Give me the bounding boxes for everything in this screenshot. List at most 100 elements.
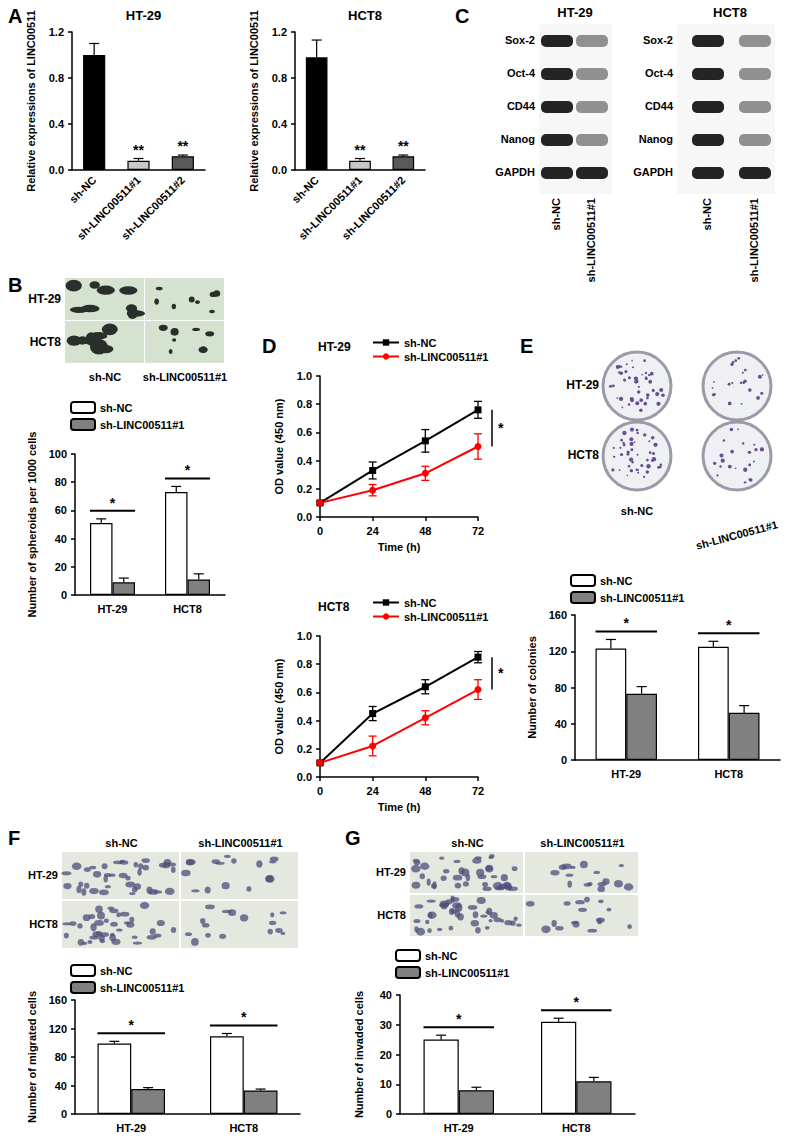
svg-text:0.8: 0.8 [297, 658, 312, 670]
svg-text:HT-29: HT-29 [566, 378, 599, 392]
svg-text:160: 160 [549, 609, 567, 621]
svg-text:20: 20 [380, 1049, 392, 1061]
svg-text:HCT8: HCT8 [562, 1122, 591, 1134]
svg-text:*: * [574, 994, 580, 1010]
svg-text:HT-29: HT-29 [376, 866, 406, 878]
svg-text:E: E [520, 335, 533, 357]
svg-text:sh-NC: sh-NC [425, 950, 457, 962]
svg-text:sh-LINC00511#1: sh-LINC00511#1 [143, 371, 227, 383]
svg-text:HT-29: HT-29 [126, 8, 161, 23]
svg-text:HT-29: HT-29 [557, 5, 592, 20]
svg-text:Number of invaded cells: Number of invaded cells [353, 991, 365, 1118]
svg-text:sh-NC: sh-NC [100, 965, 132, 977]
svg-text:20: 20 [55, 561, 67, 573]
svg-text:sh-LINC00511#1: sh-LINC00511#1 [600, 592, 684, 604]
svg-text:sh-NC: sh-NC [451, 837, 483, 849]
svg-text:HCT8: HCT8 [30, 335, 62, 349]
svg-text:0.2: 0.2 [297, 743, 312, 755]
svg-text:24: 24 [367, 525, 380, 537]
svg-text:100: 100 [49, 448, 67, 460]
svg-text:sh-NC: sh-NC [404, 337, 436, 349]
svg-text:Oct-4: Oct-4 [645, 67, 674, 79]
svg-text:HCT8: HCT8 [318, 600, 350, 614]
svg-text:Sox-2: Sox-2 [643, 34, 673, 46]
svg-text:sh-NC: sh-NC [67, 174, 98, 205]
svg-text:0.4: 0.4 [49, 118, 65, 130]
svg-text:0.8: 0.8 [49, 72, 64, 84]
svg-text:**: ** [398, 138, 409, 154]
svg-text:Number of migrated cells: Number of migrated cells [26, 991, 38, 1123]
svg-text:sh-NC: sh-NC [600, 575, 632, 587]
svg-text:HCT8: HCT8 [377, 909, 406, 921]
svg-text:Time (h): Time (h) [378, 801, 421, 813]
svg-text:sh-LINC00511#1: sh-LINC00511#1 [100, 419, 184, 431]
svg-text:HT-29: HT-29 [28, 869, 58, 881]
svg-text:0.0: 0.0 [272, 164, 287, 176]
svg-text:HT-29: HT-29 [444, 1122, 474, 1134]
svg-text:sh-LINC00511#2: sh-LINC00511#2 [119, 174, 187, 242]
svg-text:HT-29: HT-29 [611, 768, 641, 780]
svg-text:Nanog: Nanog [639, 133, 673, 145]
svg-text:24: 24 [367, 785, 380, 797]
svg-text:Number of colonies: Number of colonies [526, 636, 538, 739]
svg-text:0: 0 [61, 1108, 67, 1120]
svg-text:120: 120 [549, 645, 567, 657]
svg-text:1.2: 1.2 [272, 26, 287, 38]
svg-text:A: A [8, 5, 22, 27]
svg-text:Sox-2: Sox-2 [505, 34, 535, 46]
svg-text:80: 80 [55, 476, 67, 488]
svg-text:sh-NC: sh-NC [100, 402, 132, 414]
svg-text:sh-LINC00511#1: sh-LINC00511#1 [404, 351, 488, 363]
svg-text:HCT8: HCT8 [29, 918, 58, 930]
svg-text:0.4: 0.4 [297, 455, 313, 467]
svg-text:HT-29: HT-29 [98, 603, 128, 615]
svg-text:Relative expressions of LINC00: Relative expressions of LINC00511 [25, 10, 37, 192]
svg-text:72: 72 [472, 785, 484, 797]
svg-text:CD44: CD44 [507, 100, 536, 112]
svg-text:OD value (450 nm): OD value (450 nm) [273, 398, 285, 494]
svg-text:*: * [624, 615, 630, 631]
svg-text:GAPDH: GAPDH [495, 166, 535, 178]
svg-text:Oct-4: Oct-4 [507, 67, 536, 79]
svg-text:48: 48 [419, 525, 431, 537]
svg-text:1.0: 1.0 [297, 370, 312, 382]
svg-text:HT-29: HT-29 [116, 1122, 146, 1134]
svg-text:0.0: 0.0 [49, 164, 64, 176]
svg-text:10: 10 [380, 1078, 392, 1090]
svg-text:sh-NC: sh-NC [290, 174, 321, 205]
svg-text:0.0: 0.0 [297, 771, 312, 783]
svg-text:0.8: 0.8 [272, 72, 287, 84]
svg-text:1.2: 1.2 [49, 26, 64, 38]
svg-text:**: ** [355, 142, 366, 158]
svg-text:sh-LINC00511#2: sh-LINC00511#2 [340, 174, 408, 242]
svg-text:72: 72 [472, 525, 484, 537]
svg-text:40: 40 [380, 989, 392, 1001]
svg-text:OD value (450 nm): OD value (450 nm) [273, 658, 285, 754]
svg-text:HCT8: HCT8 [568, 448, 600, 462]
svg-text:sh-NC: sh-NC [404, 597, 436, 609]
svg-text:0.2: 0.2 [297, 483, 312, 495]
svg-text:0.4: 0.4 [272, 118, 288, 130]
svg-text:0: 0 [317, 525, 323, 537]
svg-text:C: C [455, 5, 469, 27]
svg-text:HCT8: HCT8 [714, 768, 743, 780]
svg-text:Number of spheroids per 1000 c: Number of spheroids per 1000 cells [26, 432, 38, 618]
svg-text:sh-NC: sh-NC [105, 837, 137, 849]
svg-text:B: B [8, 274, 22, 296]
svg-text:sh-LINC00511#1: sh-LINC00511#1 [100, 982, 184, 994]
svg-text:160: 160 [49, 994, 67, 1006]
svg-text:sh-NC: sh-NC [701, 198, 713, 230]
svg-text:*: * [185, 462, 191, 478]
svg-text:sh-NC: sh-NC [621, 505, 653, 517]
svg-text:sh-LINC00511#1: sh-LINC00511#1 [585, 198, 597, 282]
svg-text:GAPDH: GAPDH [633, 166, 673, 178]
svg-text:0.8: 0.8 [297, 398, 312, 410]
svg-text:HT-29: HT-29 [28, 292, 61, 306]
svg-text:80: 80 [555, 682, 567, 694]
svg-text:**: ** [133, 142, 144, 158]
svg-text:G: G [345, 827, 361, 849]
svg-text:48: 48 [419, 785, 431, 797]
svg-text:F: F [8, 827, 20, 849]
svg-text:sh-LINC00511#1: sh-LINC00511#1 [694, 518, 779, 551]
svg-text:HT-29: HT-29 [318, 340, 351, 354]
